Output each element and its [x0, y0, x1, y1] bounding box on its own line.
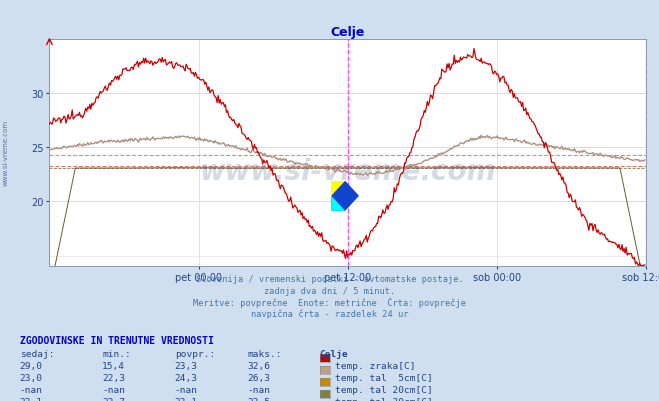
Text: temp. tal 20cm[C]: temp. tal 20cm[C]: [335, 385, 433, 394]
Text: 22,7: 22,7: [102, 397, 125, 401]
Text: www.si-vreme.com: www.si-vreme.com: [200, 158, 496, 186]
Text: temp. zraka[C]: temp. zraka[C]: [335, 361, 416, 370]
Text: -nan: -nan: [175, 385, 198, 394]
Text: 29,0: 29,0: [20, 361, 43, 370]
Text: 15,4: 15,4: [102, 361, 125, 370]
Text: 23,5: 23,5: [247, 397, 270, 401]
Text: -nan: -nan: [247, 385, 270, 394]
Text: zadnja dva dni / 5 minut.: zadnja dva dni / 5 minut.: [264, 286, 395, 295]
Text: 23,1: 23,1: [175, 397, 198, 401]
Text: temp. tal 30cm[C]: temp. tal 30cm[C]: [335, 397, 433, 401]
Polygon shape: [331, 181, 345, 196]
Text: 24,3: 24,3: [175, 373, 198, 382]
Polygon shape: [331, 196, 345, 211]
Text: 23,0: 23,0: [20, 373, 43, 382]
Text: Meritve: povprečne  Enote: metrične  Črta: povprečje: Meritve: povprečne Enote: metrične Črta:…: [193, 297, 466, 308]
Text: temp. tal  5cm[C]: temp. tal 5cm[C]: [335, 373, 433, 382]
Text: -nan: -nan: [20, 385, 43, 394]
Text: ZGODOVINSKE IN TRENUTNE VREDNOSTI: ZGODOVINSKE IN TRENUTNE VREDNOSTI: [20, 335, 214, 345]
Text: 23,3: 23,3: [175, 361, 198, 370]
Text: Slovenija / vremenski podatki - avtomatske postaje.: Slovenija / vremenski podatki - avtomats…: [196, 275, 463, 284]
Title: Celje: Celje: [330, 26, 365, 39]
Text: 32,6: 32,6: [247, 361, 270, 370]
Text: 23,1: 23,1: [20, 397, 43, 401]
Text: 26,3: 26,3: [247, 373, 270, 382]
Text: 22,3: 22,3: [102, 373, 125, 382]
Text: navpična črta - razdelek 24 ur: navpična črta - razdelek 24 ur: [251, 308, 408, 318]
Text: min.:: min.:: [102, 349, 131, 358]
Polygon shape: [331, 181, 359, 211]
Text: povpr.:: povpr.:: [175, 349, 215, 358]
Text: www.si-vreme.com: www.si-vreme.com: [2, 119, 9, 185]
Text: Celje: Celje: [320, 349, 349, 358]
Text: sedaj:: sedaj:: [20, 349, 54, 358]
Text: -nan: -nan: [102, 385, 125, 394]
Text: maks.:: maks.:: [247, 349, 281, 358]
